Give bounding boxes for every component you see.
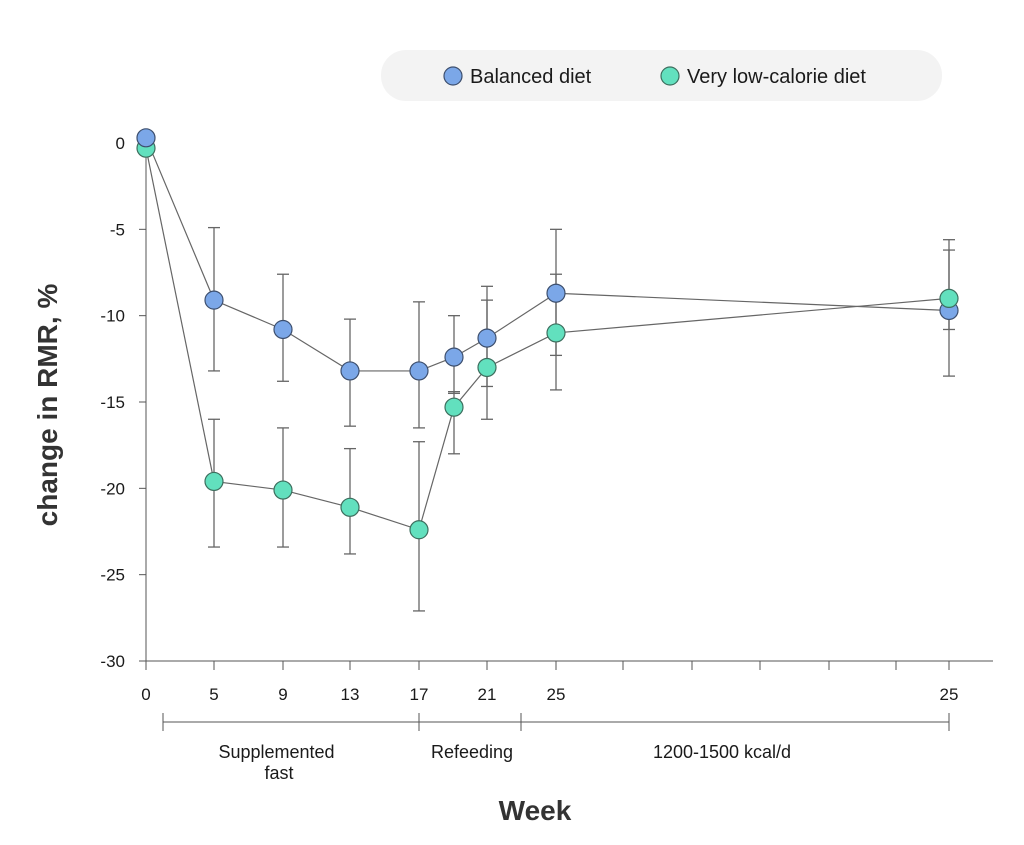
x-tick-label: 25: [940, 685, 959, 704]
legend: Balanced diet Very low-calorie diet: [381, 50, 942, 101]
x-tick-label: 9: [278, 685, 287, 704]
data-point-vlcd: [546, 323, 566, 343]
data-point-balanced: [136, 128, 156, 148]
error-bars-vlcd: [208, 239, 955, 612]
y-tick-label: -30: [100, 652, 125, 671]
x-axis-title: Week: [499, 795, 572, 826]
data-point-vlcd: [939, 288, 959, 308]
legend-marker-vlcd: [660, 66, 680, 86]
series-layer: [136, 128, 959, 612]
data-point-balanced: [477, 328, 497, 348]
series-line-vlcd: [145, 148, 950, 531]
data-point-balanced: [546, 283, 566, 303]
x-tick-label: 25: [547, 685, 566, 704]
legend-marker-balanced: [443, 66, 463, 86]
data-point-balanced: [204, 290, 224, 310]
data-point-vlcd: [444, 397, 464, 417]
legend-label-balanced: Balanced diet: [470, 66, 592, 88]
y-tick-label: -25: [100, 566, 125, 585]
phase-label-line1: Supplemented: [218, 742, 334, 762]
error-bars-balanced: [208, 226, 955, 429]
x-ticks: 0 5 9 13 17 21 25 25: [141, 661, 958, 704]
data-point-vlcd: [204, 471, 224, 492]
data-point-vlcd: [340, 497, 360, 517]
legend-label-vlcd: Very low-calorie diet: [687, 66, 866, 88]
phase-label-line2: fast: [264, 763, 293, 783]
x-tick-label: 0: [141, 685, 150, 704]
x-tick-label: 5: [209, 685, 218, 704]
phase-label-refeeding: Refeeding: [431, 742, 513, 762]
y-tick-label: -10: [100, 307, 125, 326]
phase-label-maintenance: 1200-1500 kcal/d: [653, 742, 791, 762]
phase-bracket: Supplemented fast Refeeding 1200-1500 kc…: [162, 713, 950, 783]
data-point-balanced: [273, 319, 293, 340]
x-tick-label: 17: [410, 685, 429, 704]
y-axis-title: change in RMR, %: [32, 284, 63, 527]
x-tick-label: 13: [341, 685, 360, 704]
data-point-balanced: [444, 347, 464, 367]
data-point-balanced: [340, 361, 360, 381]
data-point-vlcd: [477, 357, 497, 378]
data-point-vlcd: [409, 520, 429, 540]
y-tick-label: -20: [100, 479, 125, 498]
y-tick-label: -15: [100, 393, 125, 412]
x-tick-label: 21: [478, 685, 497, 704]
data-point-balanced: [409, 361, 429, 381]
y-tick-label: 0: [116, 134, 125, 153]
data-point-vlcd: [273, 480, 293, 500]
y-tick-label: -5: [110, 220, 125, 239]
y-ticks: 0 -5 -10 -15 -20 -25 -30: [100, 134, 146, 671]
phase-label-supplemented-fast: Supplemented fast: [218, 742, 339, 783]
